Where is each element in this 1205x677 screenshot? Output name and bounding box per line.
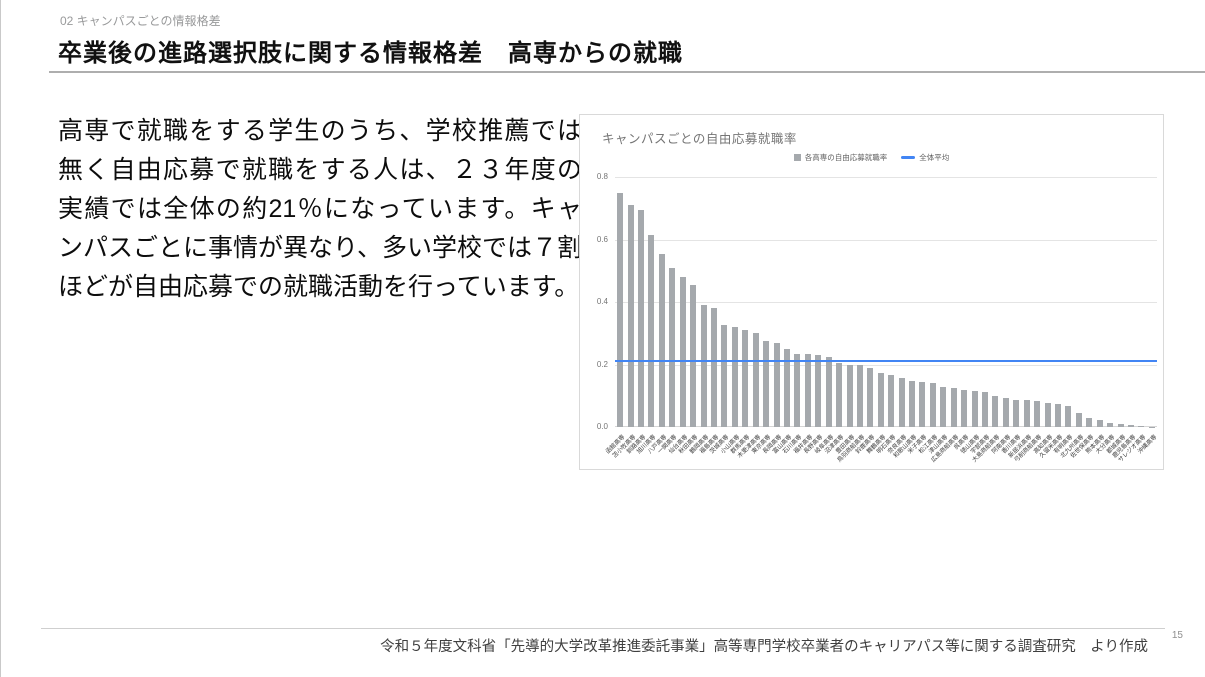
- bar: [919, 381, 926, 427]
- bar: [856, 365, 863, 427]
- bar: [825, 356, 832, 427]
- bar: [1013, 399, 1020, 427]
- bar-series-swatch-icon: [793, 154, 801, 161]
- legend-item-bars: 各高専の自由応募就職率: [793, 152, 888, 163]
- bar: [982, 391, 989, 427]
- bar: [846, 364, 853, 427]
- bar: [877, 373, 884, 427]
- bar: [815, 355, 822, 427]
- gridline: [615, 426, 1157, 427]
- bar: [627, 205, 634, 427]
- y-tick-label: 0.0: [596, 422, 608, 431]
- bar: [867, 367, 874, 427]
- bar: [1075, 412, 1082, 427]
- y-tick-label: 0.4: [596, 297, 608, 306]
- bar: [961, 390, 968, 427]
- bar: [1054, 404, 1061, 427]
- chart-legend: 各高専の自由応募就職率 全体平均: [580, 152, 1163, 163]
- page-number: 15: [1171, 630, 1183, 641]
- bar: [1034, 401, 1041, 427]
- bar: [711, 308, 718, 427]
- bar: [773, 342, 780, 427]
- bar: [971, 391, 978, 427]
- bar: [721, 325, 728, 427]
- page-title: 卒業後の進路選択肢に関する情報格差 高専からの就職: [58, 40, 683, 67]
- title-divider: [49, 71, 1205, 73]
- bar: [909, 380, 916, 427]
- bar: [836, 362, 843, 427]
- section-label: 02 キャンパスごとの情報格差: [60, 14, 221, 28]
- bar: [669, 267, 676, 427]
- x-axis-labels: 函館高専 苫小牧高専 釧路高専 旭川高専 八戸高専 一関高専 仙台高専 秋田高専 鶴岡高専 福島高…: [605, 429, 1158, 471]
- gridline: [615, 364, 1157, 366]
- footer-source: 令和５年度文科省「先導的大学改革推進委託事業」高等専門学校卒業者のキャリアパス等…: [380, 639, 1148, 655]
- bar: [700, 305, 707, 427]
- bar: [1023, 400, 1030, 427]
- bar: [1065, 405, 1072, 427]
- bar: [752, 333, 759, 427]
- bar: [992, 395, 999, 427]
- bar: [731, 327, 738, 427]
- bar: [929, 383, 936, 427]
- y-tick-label: 0.8: [596, 172, 608, 181]
- bar: [690, 284, 697, 427]
- bar: [888, 375, 895, 427]
- bar: [940, 387, 947, 427]
- bar: [638, 209, 645, 427]
- bar: [950, 387, 957, 427]
- bar: [1138, 426, 1145, 427]
- footer-divider: [41, 628, 1165, 629]
- chart-card: キャンパスごとの自由応募就職率 各高専の自由応募就職率 全体平均 0.0 0.2 0…: [579, 114, 1164, 470]
- legend-label: 全体平均: [919, 153, 950, 162]
- bar: [658, 253, 665, 427]
- plot-area: [615, 177, 1157, 427]
- bar: [898, 377, 905, 427]
- average-line-swatch-icon: [901, 156, 916, 159]
- bar: [1044, 402, 1051, 427]
- bar: [763, 341, 770, 427]
- bar: [742, 330, 749, 427]
- average-line: [615, 360, 1157, 363]
- gridline: [615, 302, 1157, 303]
- bar: [783, 348, 790, 427]
- bar: [1086, 418, 1093, 427]
- chart-title: キャンパスごとの自由応募就職率: [602, 132, 797, 146]
- y-tick-label: 0.2: [596, 359, 608, 369]
- bar: [804, 354, 811, 427]
- y-tick-label: 0.6: [596, 234, 608, 244]
- legend-item-average: 全体平均: [901, 152, 949, 163]
- legend-label: 各高専の自由応募就職率: [804, 153, 888, 162]
- bar: [1117, 423, 1124, 427]
- gridline: [615, 239, 1157, 241]
- y-axis-labels: 0.0 0.2 0.4 0.6 0.8: [580, 172, 610, 431]
- bar: [648, 234, 655, 427]
- bar: [1096, 420, 1103, 427]
- bar: [794, 353, 801, 427]
- gridline: [615, 177, 1157, 178]
- bar: [1002, 398, 1009, 427]
- bar: [1107, 422, 1114, 427]
- bar: [679, 277, 686, 427]
- body-paragraph: 高専で就職をする学生のうち、学校推薦では無く自由応募で就職をする人は、２３年度の…: [58, 117, 583, 301]
- bar: [1127, 425, 1134, 427]
- bar: [617, 192, 624, 427]
